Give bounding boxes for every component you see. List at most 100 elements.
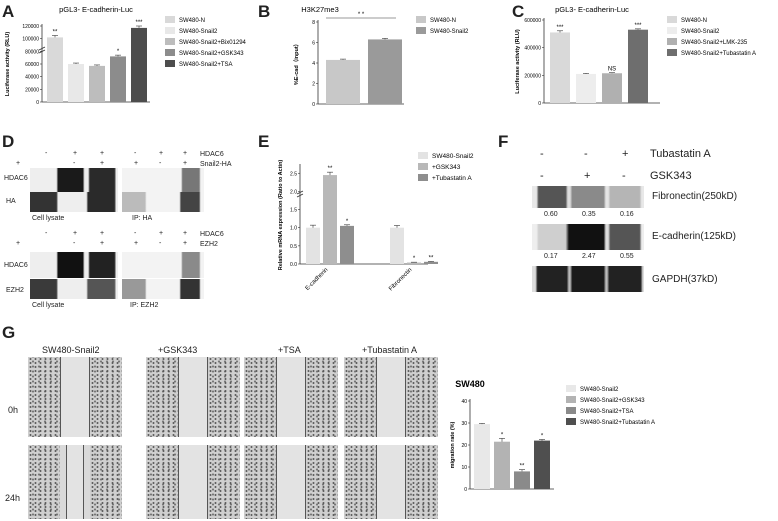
G-sig-1: * [501, 432, 504, 438]
C-legend-0: SW480-N [681, 18, 707, 24]
d-bot-ezh2-sign-6: + [183, 240, 188, 247]
d-top-blot-lysate-ha [30, 192, 118, 212]
g-image-gsk343-24h [146, 445, 240, 519]
G-bar-3 [534, 440, 550, 489]
G-title: SW480 [455, 379, 485, 389]
A-ytick-label: 120000 [22, 24, 39, 30]
E-axis-break [296, 193, 304, 198]
B-title: H3K27me3 [301, 5, 339, 14]
G-legend-2: SW480-Snail2+TSA [580, 409, 634, 415]
d-bot-blot-ip-hdac6 [122, 252, 204, 278]
G-bar-2 [514, 471, 530, 489]
E-ytick-label: 2.0 [290, 189, 297, 195]
g-image-gsk343-0h [146, 357, 240, 437]
E-xtick-label-0: E-cadherin [305, 267, 330, 292]
B-ytick-label: 6 [312, 41, 315, 47]
g-col-1: SW480-Snail2 [42, 345, 100, 355]
A-bar-4 [131, 27, 147, 102]
B-ytick-label: 8 [312, 20, 315, 26]
panel-f-western: - - + Tubastatin A - + - GSK343 Fibronec… [500, 140, 778, 320]
E-legend-0: SW480-Snail2 [432, 153, 474, 160]
A-bar-1 [68, 64, 84, 102]
B-ytick-label: 2 [312, 82, 315, 88]
C-ylabel: Luciferase activity (RLU) [515, 29, 521, 94]
C-legend-swatch-0 [667, 16, 677, 23]
E-ylabel: Relative mRNA expression (Ratio to Actin… [278, 160, 284, 271]
A-legend-swatch-1 [165, 27, 175, 34]
B-ytick-label: 0 [312, 102, 315, 108]
A-sig-4: *** [135, 20, 143, 26]
A-legend-2: SW480-Snail2+Bix01294 [179, 40, 247, 46]
C-title: pGL3- E-cadherin-Luc [555, 5, 629, 14]
d-top-snail-sign-4: + [134, 160, 139, 167]
G-ytick-label: 0 [464, 487, 467, 493]
G-ytick-label: 40 [461, 399, 467, 405]
E-bar-0-0 [306, 227, 320, 264]
A-legend-4: SW480-Snail2+TSA [179, 62, 233, 68]
d-top-snail-sign-2: - [73, 160, 76, 167]
d-bot-blot-lysate-ezh2 [30, 279, 118, 299]
d-bot-ezh2-sign-5: - [159, 240, 162, 247]
B-legend-swatch-1 [416, 27, 426, 34]
d-bot-caption-lysate: Cell lysate [32, 302, 65, 309]
A-bar-3 [110, 56, 126, 102]
B-legend-swatch-0 [416, 16, 426, 23]
f-label-gapdh: GAPDH(37kD) [652, 274, 718, 285]
d-bot-hdac6-sign-3: + [100, 230, 105, 237]
f-fibro-val-3: 0.16 [620, 211, 634, 218]
E-axis-break [296, 190, 304, 195]
G-sig-3: * [541, 434, 544, 440]
d-top-hdac6-sign-3: + [100, 150, 105, 157]
A-legend-swatch-4 [165, 60, 175, 67]
E-ytick-label: 1.0 [290, 226, 297, 232]
g-image-snail2-24h [28, 445, 122, 519]
C-bar-2 [602, 73, 622, 103]
B-bar-1 [368, 39, 402, 104]
f-gsk-sign-3: - [622, 170, 626, 182]
d-top-hdac6-sign-2: + [73, 150, 78, 157]
C-ytick-label: 200000 [524, 73, 541, 79]
E-xtick-label-1: Fibronectin [388, 267, 413, 292]
A-ytick-label: 20000 [25, 87, 39, 93]
A-legend-swatch-0 [165, 16, 175, 23]
g-image-snail2-0h [28, 357, 122, 437]
C-legend-1: SW480-Snail2 [681, 29, 720, 35]
A-ylabel: Luciferase activity (RLU) [5, 32, 11, 97]
g-image-tubastatin-24h [344, 445, 438, 519]
f-tub-sign-1: - [540, 148, 544, 160]
E-sig: ** [429, 255, 434, 261]
panel-d-coip: - + + - + + HDAC6 + - + + - + Snail2-HA … [0, 150, 240, 325]
d-top-hdac6-label: HDAC6 [200, 151, 224, 158]
d-top-hdac6-sign-1: - [45, 150, 48, 157]
G-legend-3: SW480-Snail2+Tubastatin A [580, 420, 655, 426]
B-ylabel: %E-cad（input） [292, 41, 300, 85]
E-bar-0-2 [340, 225, 354, 264]
d-top-caption-lysate: Cell lysate [32, 215, 65, 222]
panel-label-e: E [258, 132, 270, 151]
d-top-snail-label: Snail2-HA [200, 161, 232, 168]
G-bar-0 [474, 424, 490, 489]
f-fibro-val-2: 0.35 [582, 211, 596, 218]
C-bar-1 [576, 73, 596, 103]
d-bot-ezh2-sign-1: + [16, 240, 21, 247]
B-sig-bracket-label: * * [358, 12, 365, 18]
A-ytick-label: 100000 [22, 37, 39, 43]
f-gsk-sign-1: - [540, 170, 544, 182]
g-row-24h: 24h [5, 493, 21, 503]
f-gsk-sign-2: + [584, 170, 591, 182]
d-bot-hdac6-label: HDAC6 [200, 231, 224, 238]
A-ytick-label: 0 [36, 100, 39, 106]
E-ytick-label: 0.5 [290, 244, 297, 250]
panel-g-scratch-images: SW480-Snail2 +GSK343 +TSA +Tubastatin A … [0, 345, 440, 521]
d-bot-caption-ip: IP: EZH2 [130, 302, 159, 309]
G-ytick-label: 20 [461, 443, 467, 449]
C-bar-3 [628, 29, 648, 103]
C-legend-3: SW480-Snail2+Tubastatin A [681, 51, 756, 57]
E-legend-2: +Tubastatin A [432, 175, 472, 182]
d-bot-blot-ip-ezh2 [122, 279, 204, 299]
d-bot-ezh2-sign-4: + [134, 240, 139, 247]
d-top-hdac6-sign-6: + [183, 150, 188, 157]
panel-label-g: G [2, 323, 16, 342]
d-bot-ezh2-sign-3: + [100, 240, 105, 247]
panel-label-d: D [2, 132, 15, 151]
